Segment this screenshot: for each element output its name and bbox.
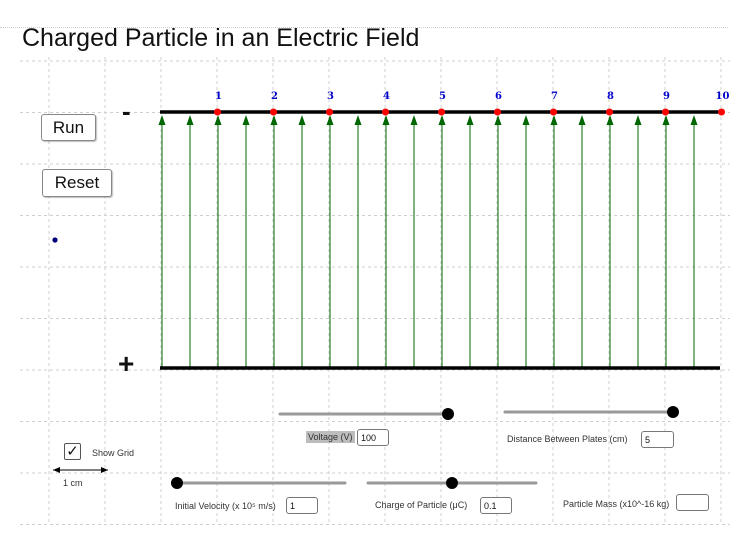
show-grid-label: Show Grid bbox=[92, 448, 135, 458]
velocity-slider-knob[interactable] bbox=[171, 477, 183, 489]
field-line-arrowhead bbox=[326, 115, 334, 125]
mass-label: Particle Mass (x10^-16 kg) bbox=[563, 499, 670, 509]
charge-slider-knob[interactable] bbox=[446, 477, 458, 489]
distance-marker bbox=[606, 108, 613, 116]
distance-marker bbox=[662, 108, 669, 116]
distance-marker bbox=[326, 108, 333, 116]
field-line-arrowhead bbox=[354, 115, 362, 125]
field-line-arrowhead bbox=[466, 115, 474, 125]
distance-marker-label: 4 bbox=[383, 91, 390, 102]
show-grid-checkbox[interactable]: ✓ bbox=[64, 443, 81, 460]
distance-marker-label: 9 bbox=[663, 91, 670, 102]
field-line-arrowhead bbox=[578, 115, 586, 125]
reset-button[interactable]: Reset bbox=[42, 169, 112, 197]
slider-tracks[interactable] bbox=[171, 406, 679, 489]
scale-label: 1 cm bbox=[63, 478, 83, 488]
distance-input[interactable] bbox=[641, 431, 674, 448]
field-line-arrowhead bbox=[382, 115, 390, 125]
simulation-canvas[interactable]: 1 2 3 4 5 6 7 8 9 10 bbox=[20, 57, 730, 525]
mass-input[interactable] bbox=[676, 494, 709, 511]
run-button[interactable]: Run bbox=[41, 114, 96, 141]
distance-marker bbox=[214, 108, 221, 116]
field-line-arrowhead bbox=[158, 115, 166, 125]
voltage-label: Voltage (V) bbox=[306, 431, 355, 443]
distance-marker-label: 1 bbox=[215, 91, 222, 102]
distance-marker-label: 3 bbox=[327, 91, 334, 102]
distance-marker-label: 7 bbox=[551, 91, 558, 102]
distance-marker bbox=[438, 108, 445, 116]
distance-label: Distance Between Plates (cm) bbox=[507, 434, 628, 444]
distance-marker bbox=[270, 108, 277, 116]
voltage-input[interactable] bbox=[357, 429, 389, 446]
field-line-arrowhead bbox=[634, 115, 642, 125]
charge-input[interactable] bbox=[480, 497, 512, 514]
field-line-arrowhead bbox=[438, 115, 446, 125]
field-line-arrowhead bbox=[298, 115, 306, 125]
field-line-arrowhead bbox=[550, 115, 558, 125]
distance-slider-knob[interactable] bbox=[667, 406, 679, 418]
scale-arrow-right bbox=[101, 467, 108, 473]
charged-particle[interactable] bbox=[52, 237, 58, 243]
distance-marker-label: 10 bbox=[716, 91, 730, 102]
positive-plate-sign: + bbox=[118, 348, 135, 379]
field-line-arrowhead bbox=[662, 115, 670, 125]
velocity-input[interactable] bbox=[286, 497, 318, 514]
page-title: Charged Particle in an Electric Field bbox=[22, 24, 420, 52]
graphics-view[interactable]: 1 2 3 4 5 6 7 8 9 10 Run Reset - + Voltage (V) Di… bbox=[20, 57, 730, 525]
negative-plate-sign: - bbox=[122, 96, 131, 126]
title-divider bbox=[0, 27, 728, 28]
field-line-arrowhead bbox=[690, 115, 698, 125]
distance-marker-label: 6 bbox=[495, 91, 502, 102]
distance-marker bbox=[718, 108, 725, 116]
distance-marker bbox=[494, 108, 501, 116]
distance-marker-label: 2 bbox=[271, 91, 278, 102]
distance-marker bbox=[550, 108, 557, 116]
distance-marker-label: 5 bbox=[439, 91, 446, 102]
field-line-arrowhead bbox=[410, 115, 418, 125]
field-line-arrowhead bbox=[214, 115, 222, 125]
field-line-arrowhead bbox=[522, 115, 530, 125]
charge-label: Charge of Particle (μC) bbox=[375, 500, 468, 510]
field-line-arrowhead bbox=[270, 115, 278, 125]
distance-marker bbox=[382, 108, 389, 116]
field-line-arrowhead bbox=[606, 115, 614, 125]
field-line-arrowhead bbox=[242, 115, 250, 125]
scale-arrow-left bbox=[53, 467, 60, 473]
distance-markers: 1 2 3 4 5 6 7 8 9 10 bbox=[214, 91, 729, 116]
voltage-slider-knob[interactable] bbox=[442, 408, 454, 420]
field-line-arrowhead bbox=[494, 115, 502, 125]
distance-marker-label: 8 bbox=[607, 91, 614, 102]
field-line-arrowhead bbox=[186, 115, 194, 125]
field-lines bbox=[158, 115, 698, 368]
velocity-label: Initial Velocity (x 10⁵ m/s) bbox=[175, 501, 276, 511]
